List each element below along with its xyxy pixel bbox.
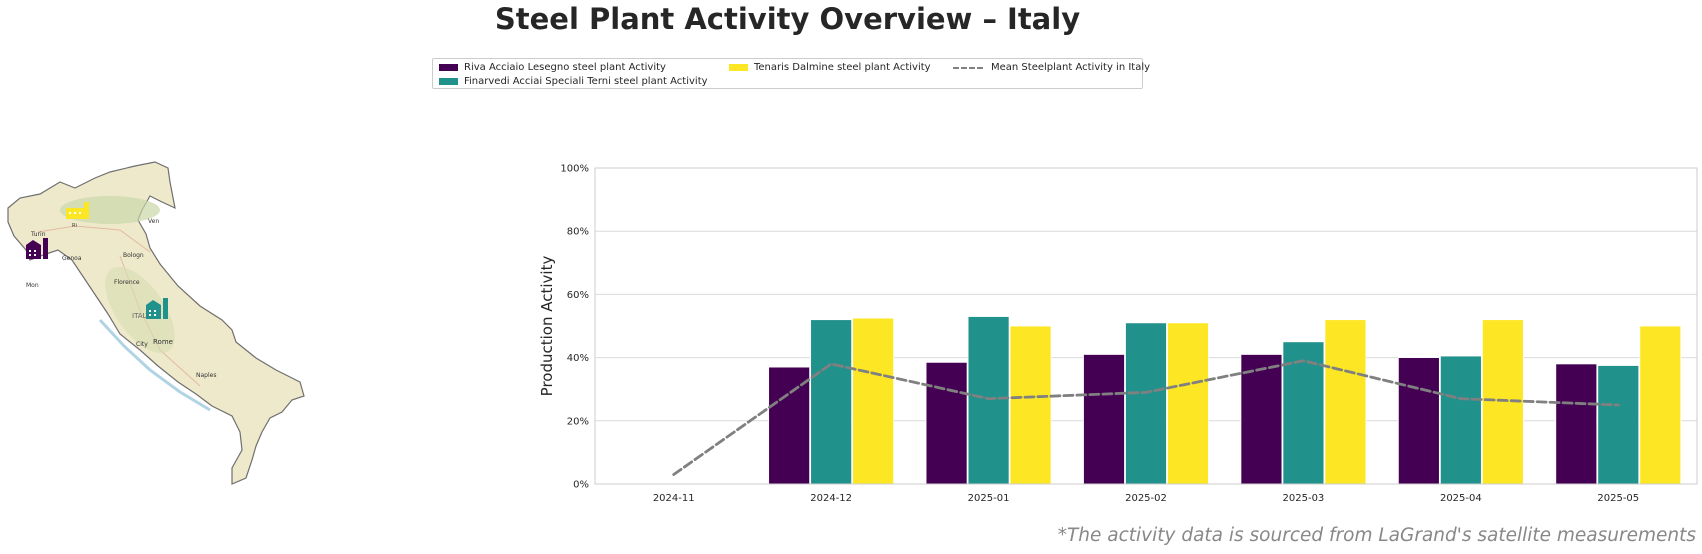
city-label-rome: Rome <box>153 338 173 346</box>
bar <box>1439 355 1482 485</box>
footnote: *The activity data is sourced from LaGra… <box>1057 525 1696 546</box>
y-tick-label: 60% <box>567 290 589 301</box>
map-label-italy: ITALY <box>132 312 151 320</box>
bar <box>1083 354 1125 485</box>
city-label-genoa: Genoa <box>62 255 82 262</box>
bar <box>1282 341 1325 485</box>
x-tick-label: 2025-03 <box>1283 493 1325 504</box>
bar <box>925 361 968 485</box>
legend-item-finarvedi: Finarvedi Acciai Speciali Terni steel pl… <box>439 76 708 87</box>
factory-icon <box>66 202 89 219</box>
y-tick-label: 80% <box>567 227 589 238</box>
x-tick-label: 2024-12 <box>810 493 852 504</box>
italy-map: Turin Genoa Bologn Florence ITALY Rome C… <box>7 161 305 485</box>
bar <box>1555 363 1598 485</box>
bar <box>967 316 1010 485</box>
y-tick-label: 0% <box>573 480 589 491</box>
city-label-ri: Ri <box>72 223 77 229</box>
plot-frame <box>594 167 1698 485</box>
legend-label-finarvedi: Finarvedi Acciai Speciali Terni steel pl… <box>464 76 708 87</box>
city-label-bologna: Bologn <box>123 252 144 259</box>
city-label-mon: Mon <box>26 282 39 289</box>
mountain-area <box>105 266 175 354</box>
city-label-florence: Florence <box>114 279 140 286</box>
bar <box>1009 325 1052 485</box>
city-label-venice: Ven <box>148 218 159 225</box>
legend-label-tenaris: Tenaris Dalmine steel plant Activity <box>754 62 931 73</box>
axes: 0% 20% 40% 60% 80% 100% 2024-11 2024-12 2025-01 2… <box>538 164 1698 504</box>
legend-swatch-riva <box>439 64 458 71</box>
bar <box>852 317 895 485</box>
x-tick-label: 2025-01 <box>968 493 1010 504</box>
bar <box>1639 325 1682 485</box>
y-tick-label: 20% <box>567 416 589 427</box>
mean-line <box>672 359 1620 476</box>
y-tick-label: 40% <box>567 353 589 364</box>
factory-icon <box>146 298 168 319</box>
y-axis-label: Production Activity <box>538 256 556 397</box>
city-label-city: City <box>136 341 148 348</box>
bar <box>1597 365 1640 485</box>
legend-swatch-finarvedi <box>439 78 458 85</box>
bar <box>1240 354 1283 485</box>
coast-water <box>98 318 211 412</box>
chart-title: Steel Plant Activity Overview – Italy <box>494 2 1081 36</box>
legend: Riva Acciaio Lesegno steel plant Activit… <box>432 58 1150 89</box>
legend-item-mean: Mean Steelplant Activity in Italy <box>953 62 1150 73</box>
bars <box>768 316 1682 485</box>
x-tick-label: 2025-02 <box>1125 493 1167 504</box>
legend-swatch-tenaris <box>729 64 748 71</box>
bar <box>810 319 853 485</box>
legend-label-mean: Mean Steelplant Activity in Italy <box>991 62 1151 73</box>
bar <box>1167 322 1209 485</box>
legend-item-riva: Riva Acciaio Lesegno steel plant Activit… <box>439 62 666 73</box>
x-tick-label: 2025-04 <box>1440 493 1482 504</box>
x-tick-label: 2025-05 <box>1597 493 1639 504</box>
x-tick-label: 2024-11 <box>653 493 695 504</box>
terrain-road <box>37 225 151 253</box>
bar <box>1397 357 1440 485</box>
mean-line-path <box>672 359 1620 476</box>
factory-icon <box>26 238 48 259</box>
bar-chart: 0% 20% 40% 60% 80% 100% 2024-11 2024-12 2025-01 2… <box>538 164 1698 504</box>
legend-item-tenaris: Tenaris Dalmine steel plant Activity <box>729 62 931 73</box>
city-label-turin: Turin <box>30 231 46 238</box>
bar <box>1125 322 1167 485</box>
legend-label-riva: Riva Acciaio Lesegno steel plant Activit… <box>464 62 666 73</box>
bar <box>1324 319 1367 485</box>
y-tick-label: 100% <box>560 164 589 175</box>
bar <box>768 366 811 485</box>
city-label-naples: Naples <box>196 372 216 379</box>
legend-line-mean <box>953 66 983 69</box>
